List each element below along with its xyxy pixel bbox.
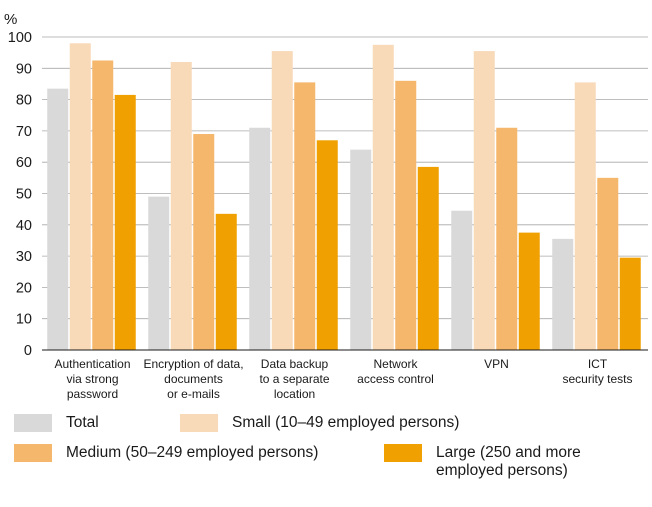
y-axis-unit-label: % (4, 11, 17, 28)
y-tick-label: 60 (16, 155, 32, 171)
legend-label-medium: Medium (50–249 employed persons) (66, 444, 319, 461)
legend-swatch-total (14, 414, 52, 432)
bar-large (417, 166, 439, 350)
bar-total (249, 127, 271, 351)
bar-large (619, 257, 641, 350)
y-tick-label: 100 (8, 30, 32, 46)
legend-swatch-large (384, 444, 422, 462)
legend-item-large: Large (250 and more employed persons) (384, 444, 581, 480)
bar-medium (193, 134, 215, 350)
bar-medium (294, 82, 316, 350)
bar-medium (395, 80, 417, 350)
x-category-label: Authentication via strong password (54, 357, 130, 401)
y-tick-label: 0 (24, 343, 32, 359)
axes: 0 10 20 30 40 50 60 70 80 90 100 Authentication via … (8, 30, 648, 401)
legend-swatch-medium (14, 444, 52, 462)
bar-large (518, 232, 540, 350)
x-category-label: VPN (484, 357, 509, 371)
y-tick-label: 20 (16, 280, 32, 296)
bar-medium (92, 60, 114, 350)
legend-label-small: Small (10–49 employed persons) (232, 414, 460, 431)
y-tick-label: 10 (16, 312, 32, 328)
bar-large (114, 94, 136, 350)
y-tick-label: 90 (16, 61, 32, 77)
bar-chart: 0 10 20 30 40 50 60 70 80 90 100 Authentication via … (4, 11, 648, 401)
y-tick-label: 50 (16, 187, 32, 203)
bar-total (350, 149, 372, 350)
legend-label-large: Large (250 and more employed persons) (436, 444, 581, 479)
bars (47, 43, 641, 351)
legend-item-medium: Medium (50–249 employed persons) (14, 444, 318, 462)
bar-total (47, 88, 69, 351)
y-tick-label: 40 (16, 218, 32, 234)
y-tick-label: 30 (16, 249, 32, 265)
x-category-label: Data backup to a separate location (259, 357, 329, 401)
legend-swatch-small (180, 414, 218, 432)
bar-total (552, 238, 574, 350)
gridlines (42, 36, 648, 320)
x-category-label: Network access control (357, 357, 434, 386)
legend-label-total: Total (66, 414, 99, 431)
bar-small (574, 82, 596, 350)
bar-small (69, 43, 91, 350)
y-tick-label: 70 (16, 124, 32, 140)
y-tick-label: 80 (16, 93, 32, 109)
bar-small (473, 51, 495, 351)
x-category-label: Encryption of data, documents or e-mails (143, 357, 243, 401)
bar-total (148, 196, 170, 350)
bar-small (372, 44, 394, 350)
bar-medium (597, 177, 619, 350)
bar-large (215, 213, 237, 350)
legend-item-small: Small (10–49 employed persons) (180, 414, 459, 432)
x-category-label: ICT security tests (562, 357, 632, 386)
bar-total (451, 210, 473, 350)
legend: Total Small (10–49 employed persons) Med… (14, 414, 644, 504)
bar-large (316, 140, 338, 350)
bar-small (170, 62, 192, 350)
legend-item-total: Total (14, 414, 99, 432)
bar-small (271, 51, 293, 351)
bar-medium (496, 127, 518, 351)
